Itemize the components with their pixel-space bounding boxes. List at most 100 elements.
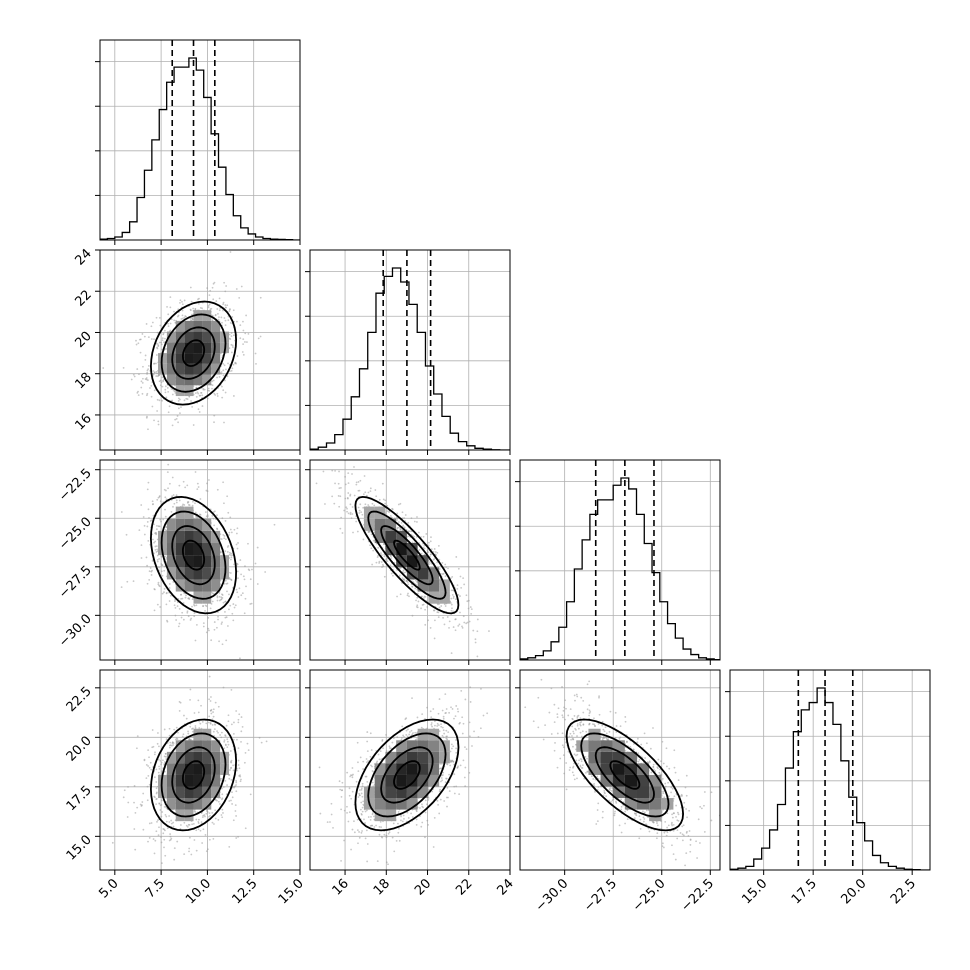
scatter-point (404, 514, 407, 516)
scatter-point (372, 549, 375, 552)
scatter-point (224, 550, 227, 553)
scatter-point (389, 564, 392, 567)
scatter-point (151, 746, 154, 749)
scatter-point (355, 483, 358, 486)
scatter-point (224, 538, 227, 541)
scatter-point (217, 318, 220, 321)
scatter-point (208, 698, 210, 701)
scatter-point (165, 758, 168, 760)
scatter-point (384, 499, 387, 502)
scatter-point (216, 514, 218, 517)
scatter-point (180, 616, 183, 619)
scatter-point (219, 734, 222, 736)
scatter-point (434, 551, 437, 553)
scatter-point (165, 592, 168, 595)
scatter-point (375, 495, 378, 498)
scatter-point (347, 472, 350, 475)
scatter-point (205, 631, 208, 634)
scatter-point (237, 759, 240, 762)
scatter-point (224, 290, 227, 293)
scatter-point (216, 308, 219, 310)
scatter-point (414, 587, 417, 590)
scatter-point (222, 601, 225, 604)
scatter-point (166, 471, 169, 474)
scatter-point (189, 688, 192, 691)
scatter-point (158, 399, 161, 402)
scatter-point (150, 384, 153, 387)
scatter-point (147, 749, 150, 752)
density-cell (211, 567, 221, 580)
scatter-point (199, 498, 202, 500)
scatter-point (176, 605, 179, 608)
scatter-point (221, 385, 223, 388)
scatter-point (175, 418, 178, 420)
histogram-step-0 (100, 57, 300, 240)
scatter-point (168, 734, 171, 737)
y-tick-label-2-2: −25.0 (56, 514, 95, 553)
scatter-point (159, 324, 162, 327)
scatter-point (413, 535, 415, 538)
scatter-point (350, 517, 353, 520)
scatter-point (184, 315, 187, 317)
density-cell (166, 518, 176, 531)
scatter-point (216, 599, 219, 602)
density-cell (202, 320, 212, 332)
scatter-point (218, 376, 221, 378)
scatter-point (152, 523, 155, 526)
panel-content (100, 250, 300, 450)
scatter-point (122, 366, 125, 369)
scatter-point (196, 482, 199, 485)
scatter-point (426, 606, 429, 608)
scatter-point (160, 570, 163, 573)
y-tick-label-1-4: 24 (73, 246, 95, 268)
density-cell (193, 353, 203, 364)
scatter-point (389, 555, 392, 558)
scatter-point (450, 603, 453, 606)
scatter-point (195, 386, 198, 389)
scatter-point (189, 698, 191, 701)
scatter-point (198, 394, 201, 397)
y-tick-label-1-1: 18 (73, 370, 95, 392)
scatter-point (463, 583, 466, 586)
scatter-point (195, 624, 198, 626)
contour-level-1 (171, 525, 216, 586)
scatter-point (213, 414, 216, 417)
scatter-point (223, 364, 226, 367)
scatter-point (220, 814, 223, 816)
scatter-point (132, 373, 135, 376)
scatter-point (373, 504, 376, 507)
scatter-point (383, 555, 386, 558)
density-cell (184, 363, 194, 375)
scatter-point (353, 466, 355, 468)
scatter-point (357, 506, 360, 509)
scatter-point (254, 352, 257, 355)
scatter-point (159, 606, 162, 608)
scatter-point (209, 289, 212, 292)
scatter-point (158, 826, 160, 829)
scatter-point (470, 612, 473, 615)
scatter-point (231, 612, 234, 615)
scatter-point (231, 791, 233, 794)
scatter-point (231, 316, 234, 318)
contour-level-2 (367, 510, 447, 600)
histogram-step-2 (520, 477, 720, 660)
scatter-point (213, 510, 216, 513)
scatter-point (244, 597, 247, 600)
scatter-point (164, 814, 167, 816)
scatter-point (224, 379, 226, 382)
scatter-point (326, 457, 328, 459)
scatter-point (147, 840, 149, 843)
scatter-point (154, 540, 157, 543)
scatter-point (194, 308, 197, 311)
scatter-point (175, 619, 178, 621)
scatter-point (156, 372, 158, 375)
scatter-point (156, 603, 159, 606)
scatter-point (199, 829, 202, 832)
scatter-point (237, 542, 239, 544)
scatter-point (219, 779, 222, 782)
scatter-point (383, 542, 385, 545)
scatter-point (164, 329, 166, 332)
scatter-point (223, 747, 226, 750)
scatter-point (184, 486, 187, 489)
scatter-point (221, 643, 224, 646)
